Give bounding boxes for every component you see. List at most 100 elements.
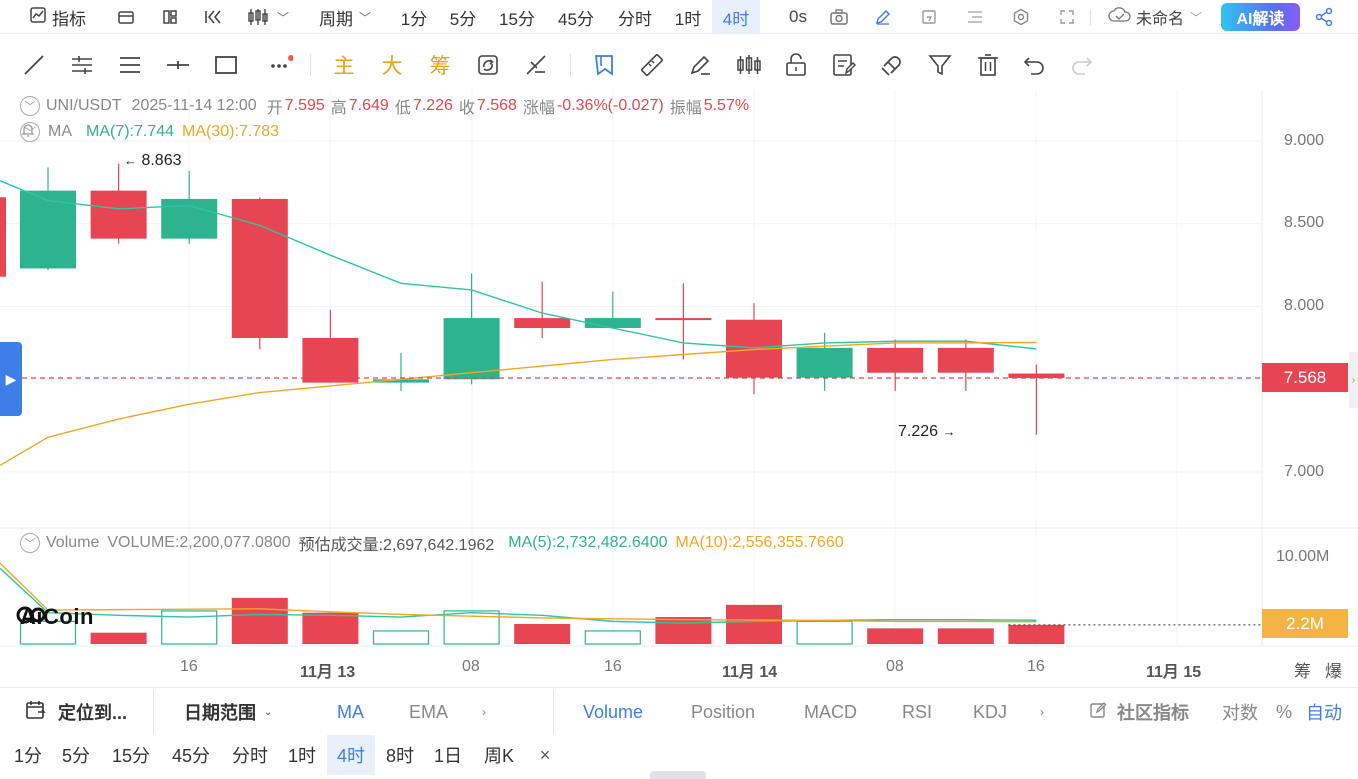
- price-axis-label: 9.000: [1284, 132, 1325, 149]
- bookmark-icon[interactable]: [590, 40, 620, 90]
- period-1m[interactable]: 1分: [396, 0, 432, 34]
- chip-toggle[interactable]: 筹: [1294, 662, 1311, 681]
- ma7-value: MA(7):7.744: [86, 123, 175, 140]
- ruler-icon[interactable]: [638, 40, 666, 90]
- period-8h[interactable]: 8时: [378, 735, 422, 775]
- period-45m[interactable]: 45分: [164, 735, 218, 775]
- chart-canvas[interactable]: [0, 90, 1358, 685]
- template-icon[interactable]: [114, 0, 138, 34]
- indicator-label: EMA: [409, 701, 449, 722]
- period-4h[interactable]: 4时: [327, 735, 375, 775]
- replay-icon[interactable]: [200, 0, 226, 34]
- big-order-button[interactable]: 大: [376, 40, 408, 90]
- ma30-line: [0, 341, 1037, 466]
- collapse-chevron-icon[interactable]: ﹀: [20, 96, 40, 116]
- period-timeline[interactable]: 分时: [224, 735, 276, 775]
- arrow-left-icon: ←: [124, 153, 137, 168]
- main-force-label: 主: [333, 55, 355, 78]
- log-scale-toggle[interactable]: 对数: [1222, 688, 1258, 736]
- pencil-icon[interactable]: [870, 0, 896, 34]
- collapse-chevron-icon[interactable]: ﹀: [20, 122, 40, 142]
- period-label: 1日: [433, 746, 462, 766]
- period-1d[interactable]: 1日: [426, 735, 470, 775]
- indicator-label: MACD: [804, 701, 857, 722]
- candle-compare-icon[interactable]: [734, 40, 764, 90]
- edit-note-icon[interactable]: [830, 40, 858, 90]
- indicator-label: RSI: [902, 701, 933, 722]
- period-label: 1分: [400, 9, 428, 29]
- order-icon[interactable]: [916, 0, 942, 34]
- chart-type-dropdown[interactable]: ﹀: [242, 0, 294, 34]
- percent-scale-toggle[interactable]: %: [1276, 688, 1292, 736]
- more-tools-icon[interactable]: [260, 40, 300, 90]
- period-timeline[interactable]: 分时: [612, 0, 658, 34]
- chevron-right-icon[interactable]: ›: [1040, 705, 1044, 719]
- chip-distribution-button[interactable]: 筹: [424, 40, 456, 90]
- period-1m[interactable]: 1分: [6, 735, 50, 775]
- kline-chart[interactable]: ﹀ UNI/USDT 2025-11-14 12:00 开 7.595 高 7.…: [0, 90, 1358, 685]
- sub-indicator-position[interactable]: Position: [691, 688, 755, 736]
- magnet-icon[interactable]: [878, 40, 906, 90]
- liquidation-toggle[interactable]: 爆: [1325, 662, 1342, 681]
- chevron-right-icon[interactable]: ›: [482, 705, 486, 719]
- period-4h[interactable]: 4时: [712, 0, 760, 34]
- horizontal-line-icon[interactable]: [164, 40, 192, 90]
- trash-icon[interactable]: [974, 40, 1002, 90]
- period-5m[interactable]: 5分: [54, 735, 98, 775]
- settings-hex-icon[interactable]: [1008, 0, 1034, 34]
- period-label: 1时: [674, 9, 702, 29]
- volume-bar: [514, 623, 571, 644]
- sync-icon[interactable]: [474, 40, 502, 90]
- scroll-handle[interactable]: [650, 771, 706, 779]
- locate-button[interactable]: 定位到...: [24, 688, 127, 736]
- layout-name-dropdown[interactable]: 未命名 ﹀: [1100, 0, 1210, 34]
- change-value: -0.36%(-0.027): [556, 97, 664, 114]
- fib-lines-icon[interactable]: [116, 40, 144, 90]
- filter-icon[interactable]: [926, 40, 954, 90]
- volume-ma10-value: MA(10):2,556,355.7660: [675, 534, 844, 551]
- brush-icon[interactable]: [686, 40, 714, 90]
- main-indicator-ma[interactable]: MA: [337, 688, 364, 736]
- period-1h[interactable]: 1时: [670, 0, 706, 34]
- magnet-line-icon[interactable]: [522, 40, 550, 90]
- close-icon[interactable]: ×: [532, 735, 558, 775]
- period-15m[interactable]: 15分: [494, 0, 540, 34]
- volume-bar: [302, 612, 359, 644]
- date-range-dropdown[interactable]: 日期范围 ⌄: [184, 688, 272, 736]
- unlock-icon[interactable]: [782, 40, 810, 90]
- parallel-channel-icon[interactable]: [68, 40, 96, 90]
- period-45m[interactable]: 45分: [552, 0, 600, 34]
- sub-indicator-volume[interactable]: Volume: [583, 688, 643, 736]
- undo-icon[interactable]: [1020, 40, 1048, 90]
- layout-grid-icon[interactable]: [158, 0, 182, 34]
- trend-line-icon[interactable]: [20, 40, 48, 90]
- share-icon[interactable]: [1310, 0, 1338, 34]
- community-indicators-button[interactable]: 社区指标: [1089, 688, 1189, 736]
- fullscreen-icon[interactable]: [1054, 0, 1080, 34]
- indicator-label: MA: [337, 701, 364, 722]
- ai-interpret-button[interactable]: AI解读: [1221, 3, 1300, 31]
- period-5m[interactable]: 5分: [444, 0, 482, 34]
- period-label: 周K: [483, 746, 514, 766]
- main-force-button[interactable]: 主: [328, 40, 360, 90]
- camera-icon[interactable]: [826, 0, 852, 34]
- sub-indicator-kdj[interactable]: KDJ: [973, 688, 1007, 736]
- redo-icon[interactable]: [1068, 40, 1096, 90]
- indicator-button[interactable]: 指标: [22, 0, 94, 34]
- period-dropdown[interactable]: 周期 ﹀: [312, 0, 378, 34]
- list-icon[interactable]: [962, 0, 988, 34]
- volume-bar: [937, 628, 994, 644]
- sub-indicator-rsi[interactable]: RSI: [902, 688, 932, 736]
- period-1w[interactable]: 周K: [476, 735, 522, 775]
- auto-scale-toggle[interactable]: 自动: [1306, 688, 1342, 736]
- last-volume-value: 2.2M: [1286, 613, 1324, 633]
- main-indicator-ema[interactable]: EMA: [409, 688, 448, 736]
- expand-sidebar-button[interactable]: ▶: [0, 342, 22, 416]
- sub-indicator-macd[interactable]: MACD: [804, 688, 857, 736]
- period-1h[interactable]: 1时: [280, 735, 324, 775]
- indicator-bar: 定位到... 日期范围 ⌄ MA EMA › Volume Position M…: [0, 687, 1358, 735]
- right-panel-handle[interactable]: ›: [1349, 352, 1358, 408]
- rectangle-icon[interactable]: [212, 40, 240, 90]
- period-15m[interactable]: 15分: [104, 735, 158, 775]
- collapse-chevron-icon[interactable]: ﹀: [20, 533, 40, 553]
